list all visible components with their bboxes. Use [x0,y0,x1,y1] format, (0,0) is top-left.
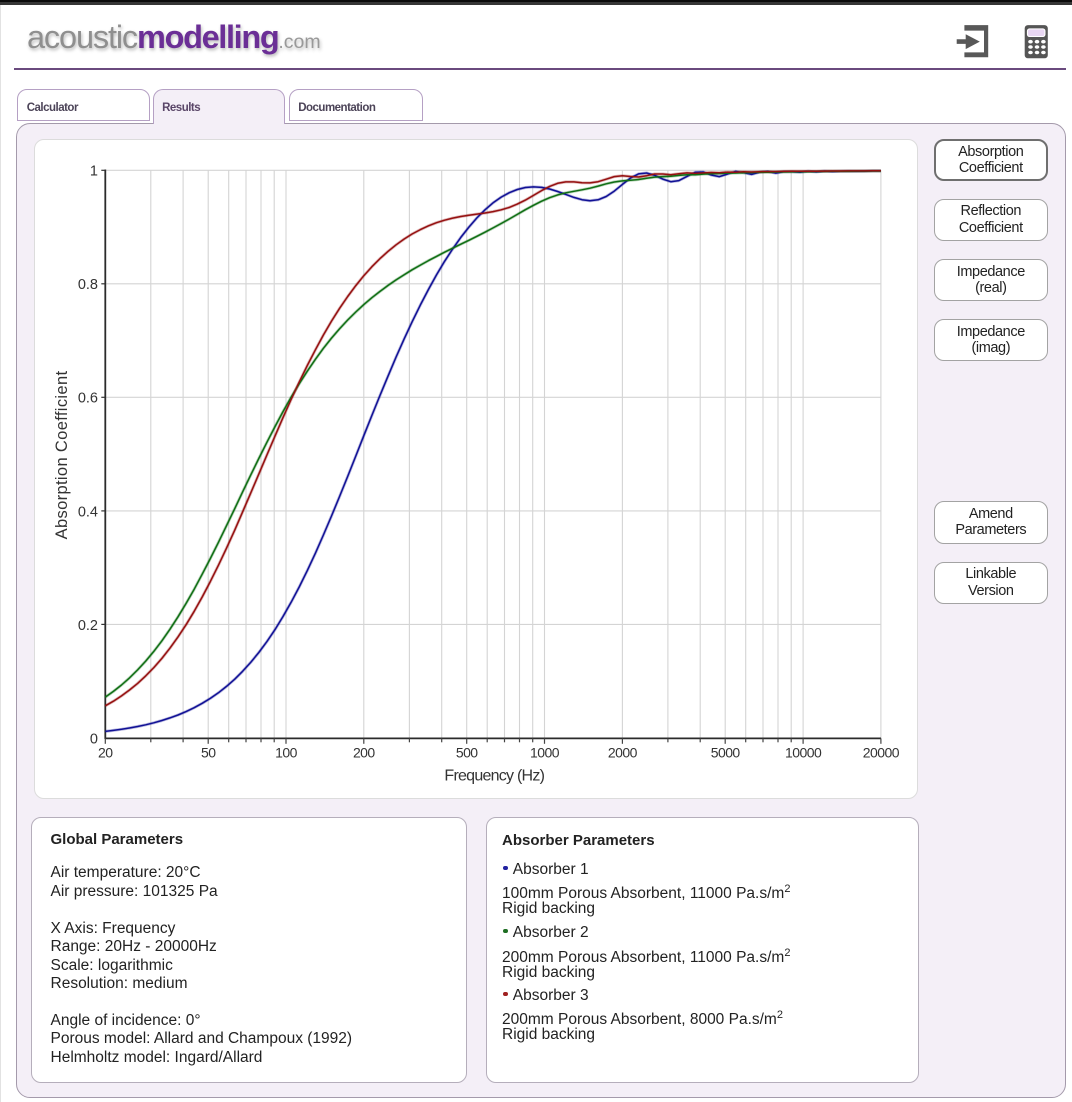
svg-text:0: 0 [90,731,98,747]
svg-text:1: 1 [90,164,98,180]
svg-text:2000: 2000 [608,744,638,760]
svg-text:0.6: 0.6 [78,391,98,407]
svg-text:0.2: 0.2 [78,618,98,634]
svg-text:20000: 20000 [863,744,900,760]
svg-text:Absorption Coefficient: Absorption Coefficient [53,371,71,540]
svg-text:50: 50 [201,744,216,760]
svg-text:20: 20 [98,744,113,760]
svg-text:0.4: 0.4 [78,504,98,520]
svg-text:Frequency (Hz): Frequency (Hz) [444,768,544,785]
svg-text:10000: 10000 [785,744,822,760]
svg-text:100: 100 [275,744,297,760]
svg-text:5000: 5000 [711,744,741,760]
svg-text:1000: 1000 [530,744,560,760]
svg-text:200: 200 [353,744,375,760]
svg-text:500: 500 [456,744,478,760]
svg-text:0.8: 0.8 [78,277,98,293]
